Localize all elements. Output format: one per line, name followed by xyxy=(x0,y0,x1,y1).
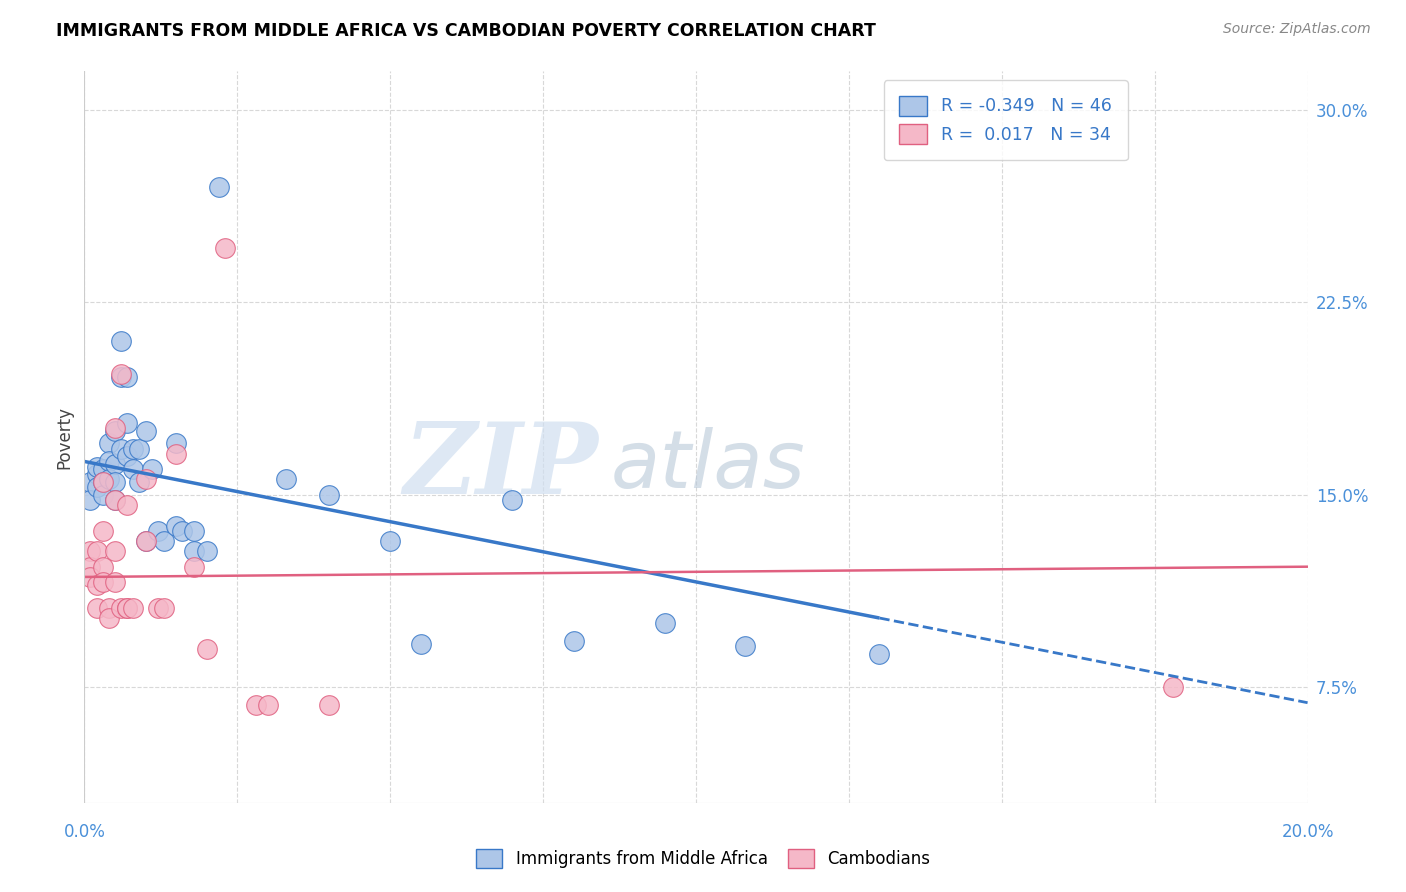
Point xyxy=(79,492,101,507)
Point xyxy=(135,534,157,549)
Point xyxy=(153,600,176,615)
Point xyxy=(172,524,194,538)
Point xyxy=(115,600,138,615)
Legend: Immigrants from Middle Africa, Cambodians: Immigrants from Middle Africa, Cambodian… xyxy=(468,842,938,875)
Text: 20.0%: 20.0% xyxy=(1281,823,1334,841)
Point xyxy=(146,600,169,615)
Point xyxy=(153,534,176,549)
Text: atlas: atlas xyxy=(610,427,806,506)
Point xyxy=(195,544,218,558)
Point xyxy=(380,534,402,549)
Point xyxy=(86,577,108,591)
Point xyxy=(122,462,145,476)
Point xyxy=(104,492,127,507)
Point xyxy=(502,492,524,507)
Point xyxy=(257,698,280,713)
Point xyxy=(104,575,127,590)
Point xyxy=(146,524,169,538)
Point xyxy=(86,480,108,494)
Point xyxy=(165,436,187,450)
Point xyxy=(409,637,432,651)
Point xyxy=(183,524,205,538)
Point xyxy=(91,559,114,574)
Point xyxy=(91,575,114,590)
Point xyxy=(97,436,120,450)
Point xyxy=(734,639,756,653)
Point xyxy=(208,179,231,194)
Point xyxy=(654,616,676,631)
Point xyxy=(79,570,101,584)
Point xyxy=(869,647,891,661)
Point xyxy=(110,369,132,384)
Point xyxy=(165,518,187,533)
Text: ZIP: ZIP xyxy=(404,418,598,515)
Point xyxy=(115,369,138,384)
Point xyxy=(110,442,132,456)
Point xyxy=(104,492,127,507)
Point xyxy=(97,600,120,615)
Point xyxy=(276,472,298,486)
Point xyxy=(183,559,205,574)
Point xyxy=(165,447,187,461)
Point xyxy=(86,544,108,558)
Point xyxy=(245,698,267,713)
Point xyxy=(86,600,108,615)
Point xyxy=(91,475,114,489)
Point xyxy=(79,544,101,558)
Legend: R = -0.349   N = 46, R =  0.017   N = 34: R = -0.349 N = 46, R = 0.017 N = 34 xyxy=(884,80,1128,160)
Point xyxy=(214,242,236,256)
Point xyxy=(110,334,132,348)
Point xyxy=(86,459,108,474)
Point xyxy=(318,488,340,502)
Point xyxy=(122,600,145,615)
Y-axis label: Poverty: Poverty xyxy=(55,406,73,468)
Point xyxy=(104,457,127,471)
Point xyxy=(86,467,108,482)
Point xyxy=(104,544,127,558)
Point xyxy=(183,544,205,558)
Point xyxy=(318,698,340,713)
Point xyxy=(91,524,114,538)
Point xyxy=(135,534,157,549)
Point xyxy=(79,559,101,574)
Point xyxy=(104,421,127,435)
Point xyxy=(104,475,127,489)
Point xyxy=(115,498,138,512)
Point xyxy=(195,641,218,656)
Text: Source: ZipAtlas.com: Source: ZipAtlas.com xyxy=(1223,22,1371,37)
Point xyxy=(104,424,127,438)
Point xyxy=(128,442,150,456)
Text: 0.0%: 0.0% xyxy=(63,823,105,841)
Point xyxy=(128,475,150,489)
Point xyxy=(91,475,114,489)
Point xyxy=(97,454,120,468)
Text: IMMIGRANTS FROM MIDDLE AFRICA VS CAMBODIAN POVERTY CORRELATION CHART: IMMIGRANTS FROM MIDDLE AFRICA VS CAMBODI… xyxy=(56,22,876,40)
Point xyxy=(110,600,132,615)
Point xyxy=(79,475,101,489)
Point xyxy=(97,611,120,625)
Point xyxy=(110,368,132,382)
Point xyxy=(115,416,138,430)
Point xyxy=(97,472,120,486)
Point xyxy=(562,634,585,648)
Point xyxy=(115,450,138,464)
Point xyxy=(1161,681,1184,695)
Point xyxy=(141,462,163,476)
Point xyxy=(91,488,114,502)
Point xyxy=(115,600,138,615)
Point xyxy=(91,462,114,476)
Point xyxy=(135,424,157,438)
Point xyxy=(122,442,145,456)
Point xyxy=(135,472,157,486)
